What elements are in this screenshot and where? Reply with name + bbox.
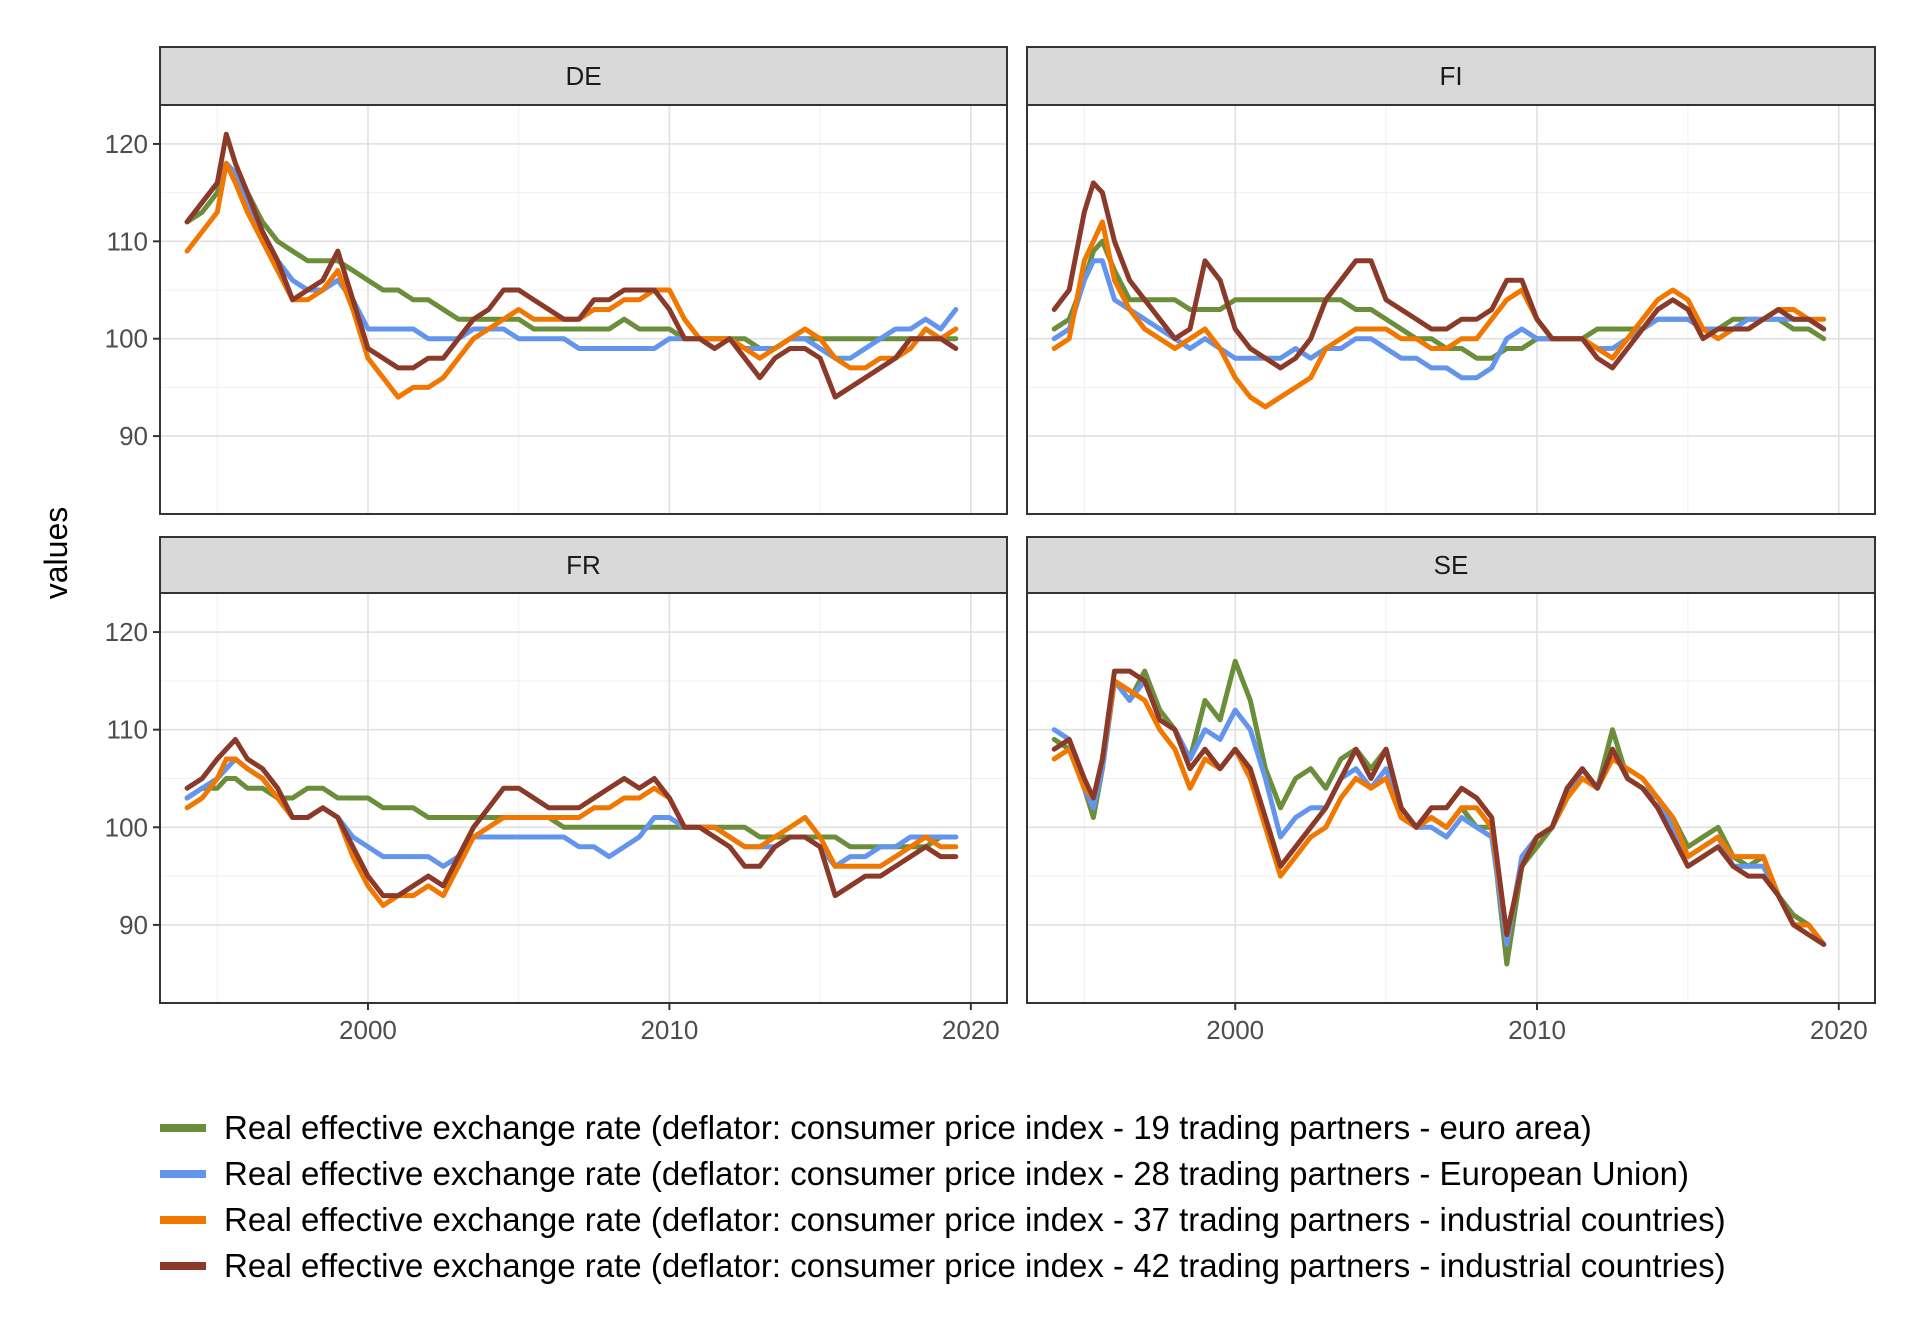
legend-item: Real effective exchange rate (deflator: …	[160, 1151, 1726, 1197]
legend-item: Real effective exchange rate (deflator: …	[160, 1243, 1726, 1289]
panel-border	[159, 104, 1008, 515]
panel-border	[1026, 104, 1876, 515]
series-line-3	[1051, 678, 1827, 947]
facet-strip	[1026, 536, 1876, 594]
legend-swatch	[160, 1170, 206, 1178]
y-tick-label: 110	[107, 715, 148, 745]
y-tick-label: 120	[105, 617, 148, 647]
facet-panel-de: DE 90 100 110 120	[105, 46, 1008, 515]
y-tick-label: 90	[119, 421, 148, 451]
legend-label: Real effective exchange rate (deflator: …	[224, 1201, 1726, 1238]
series-line-4	[184, 736, 959, 899]
x-tick-label: 2010	[1508, 1015, 1566, 1045]
x-tick-label: 2010	[640, 1015, 698, 1045]
y-tick-label: 110	[107, 226, 148, 256]
series-line-4	[1051, 180, 1827, 371]
facet-panels: DE 90 100 110 120 FI FR 90 100 110 120 2000 2010 2020…	[105, 46, 1876, 1045]
series-line-1	[184, 776, 959, 850]
series-line-4	[184, 131, 959, 400]
facet-strip	[1026, 46, 1876, 106]
legend-label: Real effective exchange rate (deflator: …	[224, 1109, 1592, 1146]
facet-strip-label: SE	[1434, 550, 1469, 580]
facet-strip-label: FI	[1439, 61, 1462, 91]
series-line-2	[184, 160, 959, 361]
legend-item: Real effective exchange rate (deflator: …	[160, 1197, 1726, 1243]
legend: Real effective exchange rate (deflator: …	[160, 1105, 1726, 1289]
facet-strip-label: FR	[566, 550, 601, 580]
series-line-1	[184, 160, 959, 351]
series-line-3	[1051, 219, 1827, 410]
facet-panel-se: SE 2000 2010 2020	[1026, 536, 1876, 1045]
facet-panel-fi: FI	[1026, 46, 1876, 515]
facet-strip-label: DE	[565, 61, 601, 91]
y-tick-label: 100	[105, 324, 148, 354]
y-tick-label: 90	[119, 910, 148, 940]
panel-background	[1027, 105, 1875, 514]
legend-swatch	[160, 1124, 206, 1132]
legend-swatch	[160, 1216, 206, 1224]
panel-border	[1026, 592, 1876, 1004]
legend-label: Real effective exchange rate (deflator: …	[224, 1247, 1726, 1284]
legend-item: Real effective exchange rate (deflator: …	[160, 1105, 1726, 1151]
legend-label: Real effective exchange rate (deflator: …	[224, 1155, 1690, 1192]
legend-swatch	[160, 1262, 206, 1270]
facet-strip	[159, 536, 1008, 594]
y-axis-title: values	[38, 507, 74, 600]
x-tick-label: 2020	[1810, 1015, 1868, 1045]
x-tick-label: 2020	[942, 1015, 1000, 1045]
y-tick-label: 100	[105, 812, 148, 842]
facet-panel-fr: FR 90 100 110 120 2000 2010 2020	[105, 536, 1008, 1045]
panel-background	[160, 593, 1007, 1003]
facet-strip	[159, 46, 1008, 106]
panel-border	[159, 592, 1008, 1004]
x-tick-label: 2000	[1206, 1015, 1264, 1045]
series-line-4	[1051, 668, 1827, 947]
x-tick-label: 2000	[339, 1015, 397, 1045]
y-tick-label: 120	[105, 129, 148, 159]
